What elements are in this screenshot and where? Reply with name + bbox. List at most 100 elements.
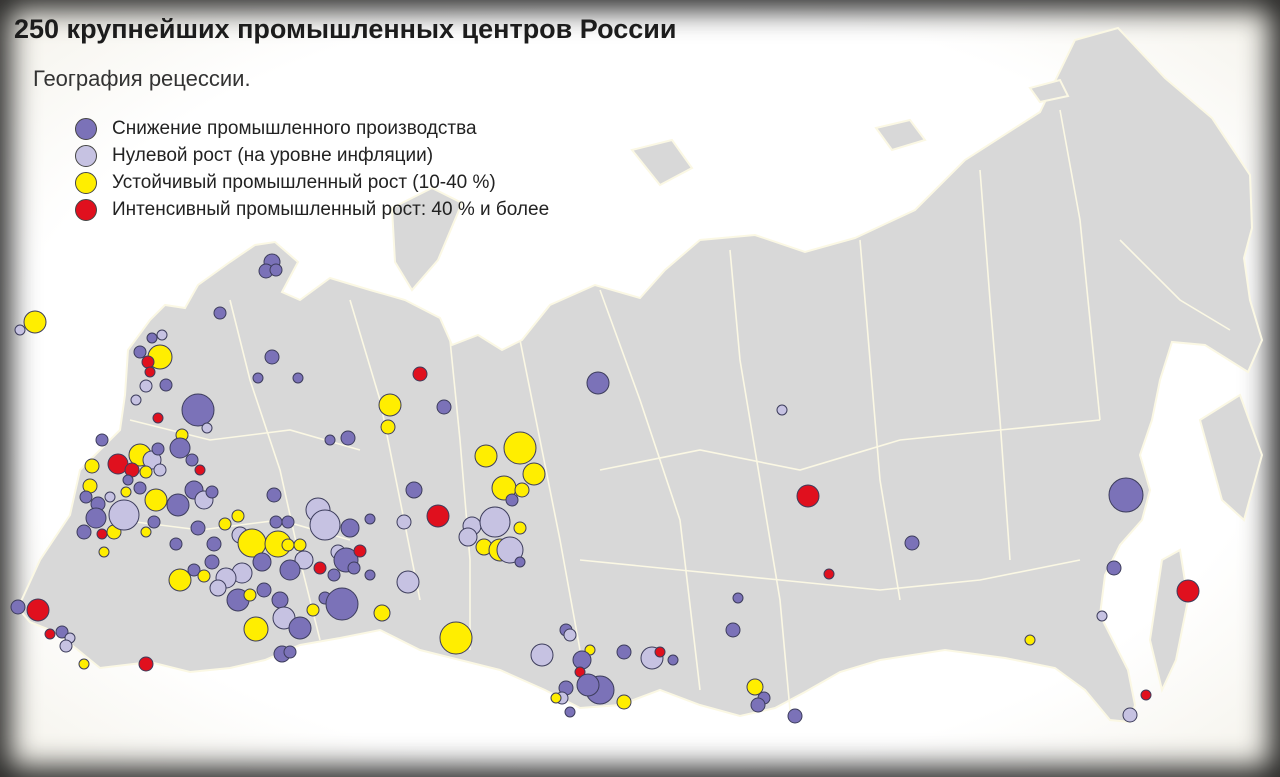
legend-item-zero: Нулевой рост (на уровне инфляции): [75, 142, 549, 169]
city-marker: [732, 592, 744, 604]
city-marker: [1176, 579, 1200, 603]
city-marker: [95, 433, 109, 447]
legend-swatch-stable: [75, 171, 97, 194]
city-marker: [139, 465, 153, 479]
city-marker: [152, 412, 164, 424]
city-marker: [231, 509, 245, 523]
city-marker: [353, 544, 367, 558]
city-marker: [347, 561, 361, 575]
city-marker: [725, 622, 741, 638]
city-marker: [213, 306, 227, 320]
city-marker: [185, 453, 199, 467]
city-marker: [104, 491, 116, 503]
city-marker: [576, 673, 600, 697]
city-marker: [10, 599, 26, 615]
map-subtitle: География рецессии.: [33, 66, 251, 91]
city-marker: [294, 550, 314, 570]
city-marker: [153, 463, 167, 477]
city-marker: [1096, 610, 1108, 622]
city-marker: [1108, 477, 1144, 513]
city-marker: [503, 431, 537, 465]
novosibirsk-islands: [874, 118, 927, 152]
city-marker: [146, 332, 158, 344]
city-marker: [654, 646, 666, 658]
legend-label: Снижение промышленного производства: [112, 117, 477, 139]
city-marker: [168, 568, 192, 592]
city-marker: [252, 372, 264, 384]
city-marker: [796, 484, 820, 508]
city-marker: [266, 487, 282, 503]
city-marker: [98, 546, 110, 558]
city-marker: [412, 366, 428, 382]
city-marker: [256, 582, 272, 598]
city-marker: [522, 462, 546, 486]
city-marker: [108, 499, 140, 531]
city-marker: [426, 504, 450, 528]
city-marker: [667, 654, 679, 666]
city-marker: [140, 526, 152, 538]
city-marker: [616, 694, 632, 710]
city-marker: [144, 488, 168, 512]
city-marker: [269, 515, 283, 529]
city-marker: [505, 493, 519, 507]
city-marker: [378, 393, 402, 417]
city-marker: [187, 563, 201, 577]
city-marker: [513, 521, 527, 535]
city-marker: [159, 378, 173, 392]
city-marker: [380, 419, 396, 435]
city-marker: [281, 538, 295, 552]
legend-label: Устойчивый промышленный рост (10-40 %): [112, 171, 496, 193]
city-marker: [194, 464, 206, 476]
russia-landmass: [16, 26, 1264, 724]
city-marker: [201, 422, 213, 434]
city-marker: [76, 524, 92, 540]
city-marker: [79, 490, 93, 504]
city-marker: [306, 603, 320, 617]
region-borders: [119, 109, 1231, 711]
city-marker: [141, 355, 155, 369]
city-marker: [396, 570, 420, 594]
city-marker: [151, 442, 165, 456]
city-marker: [787, 708, 803, 724]
city-marker: [1024, 634, 1036, 646]
city-marker: [169, 437, 191, 459]
city-marker: [138, 656, 154, 672]
city-marker: [479, 506, 511, 538]
city-marker: [550, 692, 562, 704]
legend-label: Нулевой рост (на уровне инфляции): [112, 144, 434, 166]
city-marker: [572, 650, 592, 670]
city-marker: [197, 569, 211, 583]
city-marker: [44, 628, 56, 640]
city-marker: [85, 507, 107, 529]
novaya-zemlya: [390, 186, 464, 292]
city-marker: [139, 379, 153, 393]
legend-label: Интенсивный промышленный рост: 40 % и бо…: [112, 198, 550, 220]
city-marker: [436, 399, 452, 415]
city-marker: [264, 349, 280, 365]
city-marker: [1122, 707, 1138, 723]
city-marker: [405, 481, 423, 499]
city-marker: [496, 536, 524, 564]
sakhalin-island: [1148, 548, 1190, 694]
city-marker: [746, 678, 764, 696]
city-marker: [327, 568, 341, 582]
city-marker: [564, 706, 576, 718]
city-marker: [458, 527, 478, 547]
city-marker: [616, 644, 632, 660]
city-marker: [14, 324, 26, 336]
city-marker: [514, 556, 526, 568]
kamchatka-peninsula: [1198, 393, 1264, 522]
city-marker: [147, 515, 161, 529]
city-marker: [190, 520, 206, 536]
city-marker: [205, 485, 219, 499]
legend-swatch-zero: [75, 144, 97, 167]
city-marker: [130, 394, 142, 406]
city-marker: [281, 515, 295, 529]
city-marker: [252, 552, 272, 572]
city-marker: [23, 310, 47, 334]
city-marker: [396, 514, 412, 530]
city-marker: [156, 329, 168, 341]
legend-item-intensive: Интенсивный промышленный рост: 40 % и бо…: [75, 196, 549, 223]
city-marker: [78, 658, 90, 670]
